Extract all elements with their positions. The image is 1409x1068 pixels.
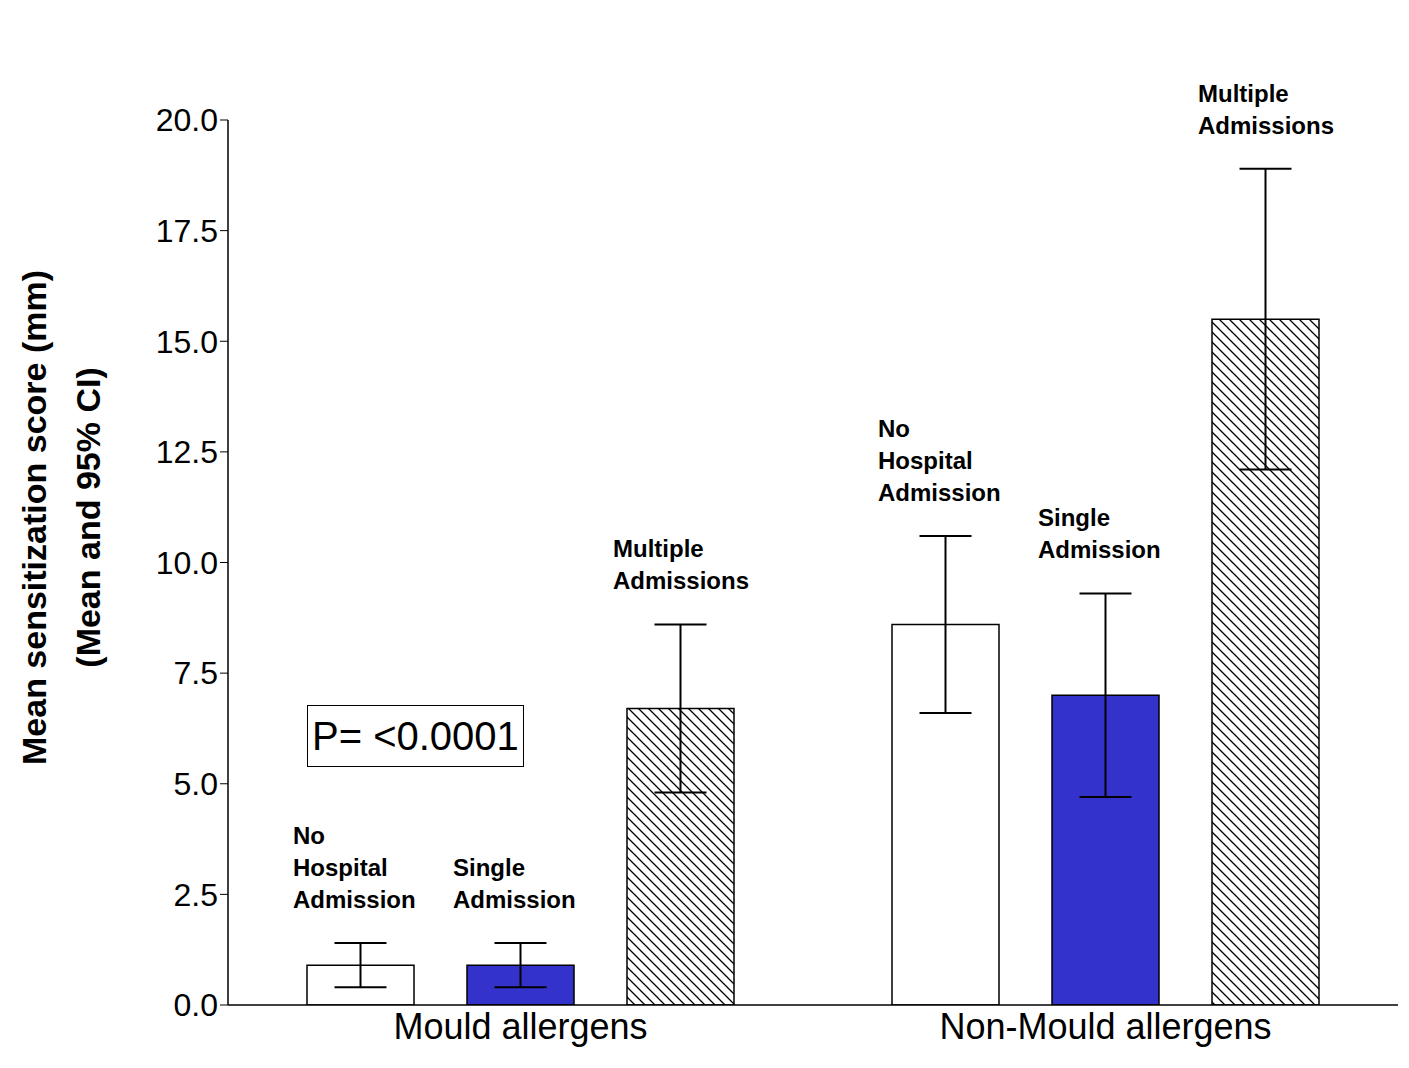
svg-text:20.0: 20.0 — [156, 102, 218, 138]
svg-text:10.0: 10.0 — [156, 545, 218, 581]
svg-text:MultipleAdmissions: MultipleAdmissions — [1198, 80, 1334, 139]
svg-text:SingleAdmission: SingleAdmission — [453, 854, 576, 913]
svg-text:NoHospitalAdmission: NoHospitalAdmission — [878, 415, 1001, 506]
svg-text:NoHospitalAdmission: NoHospitalAdmission — [293, 822, 416, 913]
svg-text:15.0: 15.0 — [156, 324, 218, 360]
html-text:P= <0.0001: P= <0.0001 — [312, 714, 519, 758]
svg-text:7.5: 7.5 — [174, 655, 218, 691]
svg-text:Non-Mould allergens: Non-Mould allergens — [939, 1006, 1271, 1047]
svg-text:Mean sensitization score (mm)(: Mean sensitization score (mm)(Mean and 9… — [15, 270, 107, 765]
svg-text:17.5: 17.5 — [156, 213, 218, 249]
svg-text:5.0: 5.0 — [174, 766, 218, 802]
svg-text:12.5: 12.5 — [156, 434, 218, 470]
svg-text:Mould allergens: Mould allergens — [393, 1006, 647, 1047]
svg-text:MultipleAdmissions: MultipleAdmissions — [613, 535, 749, 594]
svg-text:0.0: 0.0 — [174, 987, 218, 1023]
svg-text:2.5: 2.5 — [174, 877, 218, 913]
svg-text:SingleAdmission: SingleAdmission — [1038, 504, 1161, 563]
